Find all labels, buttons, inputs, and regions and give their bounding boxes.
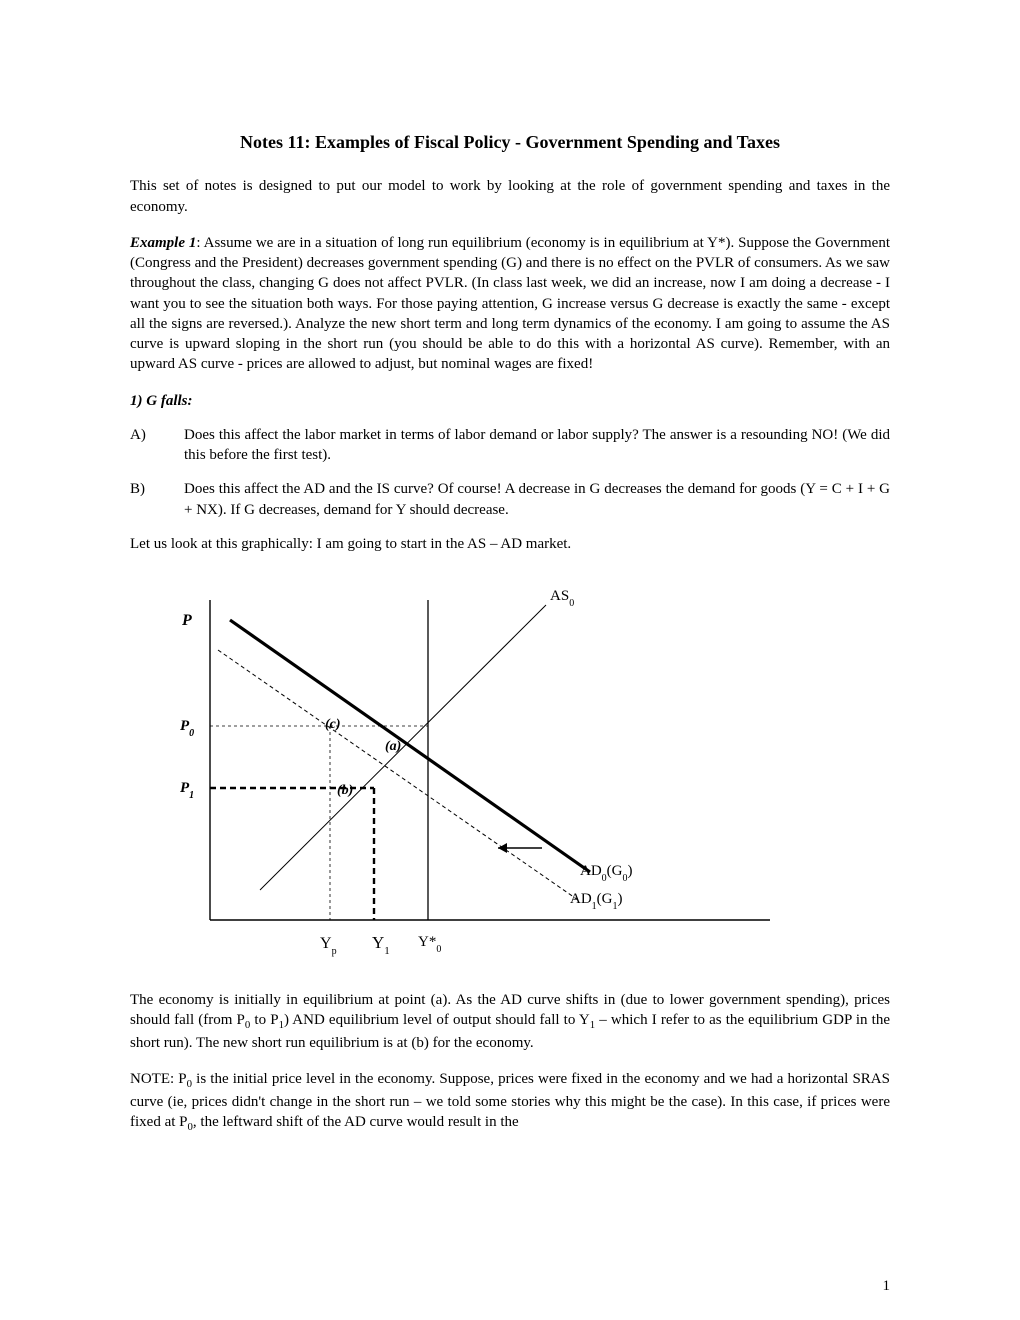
svg-text:(a): (a) [385,739,401,754]
intro-paragraph: This set of notes is designed to put our… [130,176,890,217]
example-paragraph: Example 1: Assume we are in a situation … [130,233,890,375]
item-key: A) [130,425,184,466]
svg-text:(b): (b) [337,783,353,798]
example-label: Example 1 [130,235,196,251]
item-key: B) [130,479,184,520]
after-chart-paragraph-2: NOTE: P0 is the initial price level in t… [130,1069,890,1134]
lead-paragraph: Let us look at this graphically: I am go… [130,534,890,554]
example-text: : Assume we are in a situation of long r… [130,235,890,373]
section-heading: 1) G falls: [130,391,890,411]
page-title: Notes 11: Examples of Fiscal Policy - Go… [130,130,890,154]
list-item: B) Does this affect the AD and the IS cu… [130,479,890,520]
as-ad-chart: PP0P1AS0AD0(G0)AD1(G1)YpY1Y*0(c)(a)(b) [150,570,790,980]
page-number: 1 [883,1276,891,1296]
svg-text:P: P [181,612,192,629]
item-text: Does this affect the labor market in ter… [184,425,890,466]
svg-text:(c): (c) [325,717,341,732]
after-chart-paragraph-1: The economy is initially in equilibrium … [130,990,890,1053]
item-text: Does this affect the AD and the IS curve… [184,479,890,520]
list-item: A) Does this affect the labor market in … [130,425,890,466]
